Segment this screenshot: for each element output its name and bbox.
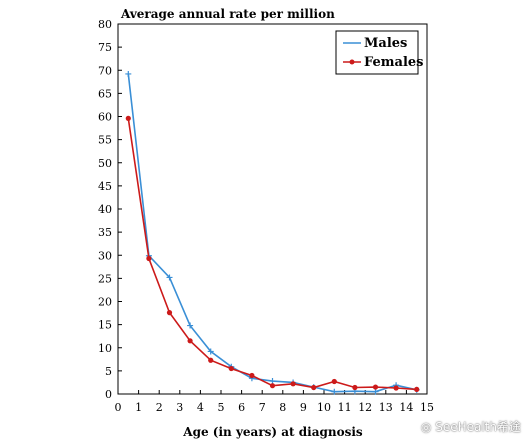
y-tick-label: 45 <box>98 180 112 193</box>
y-tick-label: 35 <box>98 226 112 239</box>
y-tick-label: 30 <box>98 249 112 262</box>
data-point-females <box>187 338 193 344</box>
y-tick-label: 55 <box>98 134 112 147</box>
data-point-females <box>414 386 420 392</box>
y-tick-label: 50 <box>98 157 112 170</box>
x-tick-label: 7 <box>259 401 266 414</box>
data-point-males <box>372 388 379 395</box>
y-tick-label: 15 <box>98 319 112 332</box>
data-point-females <box>228 365 234 372</box>
x-tick-label: 5 <box>218 401 225 414</box>
data-point-males <box>125 70 132 77</box>
y-axis: 0 5 10 15 20 25 30 35 40 45 50 55 60 65 70 75 80 <box>98 18 122 401</box>
y-tick-label: 75 <box>98 41 112 54</box>
data-point-males <box>269 378 276 385</box>
x-tick-label: 2 <box>156 401 163 414</box>
data-point-females <box>311 384 317 391</box>
data-point-females <box>166 310 173 316</box>
x-tick-label: 15 <box>420 401 434 414</box>
x-tick-label: 4 <box>197 401 204 414</box>
x-tick-label: 6 <box>238 401 245 414</box>
legend: Males Females <box>335 30 424 75</box>
x-tick-label: 10 <box>317 401 331 414</box>
x-tick-label: 1 <box>135 401 142 414</box>
x-axis-label: Age (in years) at diagnosis <box>182 425 363 439</box>
series-line-males <box>127 73 417 393</box>
data-point-females <box>331 378 337 385</box>
x-tick-label: 0 <box>115 401 122 414</box>
series-line-females <box>127 118 417 391</box>
x-tick-label: 9 <box>300 401 307 414</box>
data-point-females <box>393 385 399 391</box>
watermark-text: SeeHealth希途 <box>435 420 521 434</box>
data-point-females <box>125 115 131 121</box>
x-tick-label: 11 <box>338 401 352 414</box>
data-point-females <box>352 384 358 391</box>
y-tick-label: 80 <box>98 18 112 31</box>
data-point-males <box>166 274 173 281</box>
legend-label-females: Females <box>364 55 424 70</box>
legend-box <box>335 30 419 75</box>
data-point-males <box>207 348 214 355</box>
x-tick-label: 12 <box>358 401 372 414</box>
y-tick-label: 70 <box>98 64 112 77</box>
wechat-icon: ◎ <box>420 420 432 434</box>
series-layer <box>125 70 420 395</box>
y-tick-label: 20 <box>98 296 112 309</box>
y-tick-label: 60 <box>98 111 112 124</box>
watermark: ◎ SeeHealth希途 <box>421 418 521 435</box>
x-tick-label: 8 <box>279 401 286 414</box>
legend-label-males: Males <box>364 36 407 51</box>
data-point-females <box>290 381 296 387</box>
y-tick-label: 5 <box>105 365 112 378</box>
y-tick-label: 0 <box>105 388 112 401</box>
data-point-females <box>208 357 214 363</box>
x-tick-label: 3 <box>176 401 183 414</box>
data-point-males <box>331 388 338 395</box>
data-point-females <box>372 384 379 390</box>
x-tick-label: 13 <box>379 401 393 414</box>
legend-marker-females <box>349 59 355 65</box>
plot-area <box>117 23 428 395</box>
y-tick-label: 40 <box>98 203 112 216</box>
data-point-females <box>146 255 152 262</box>
chart-title: Average annual rate per million <box>120 7 335 21</box>
data-point-females <box>269 383 276 389</box>
x-axis: 0 1 2 3 4 5 6 7 8 9 10 11 12 13 14 15 <box>115 390 434 414</box>
x-tick-label: 14 <box>399 401 413 414</box>
y-tick-label: 25 <box>98 272 112 285</box>
y-tick-label: 10 <box>98 342 112 355</box>
data-point-females <box>249 372 255 379</box>
data-point-males <box>187 322 194 329</box>
y-tick-label: 65 <box>98 87 112 100</box>
